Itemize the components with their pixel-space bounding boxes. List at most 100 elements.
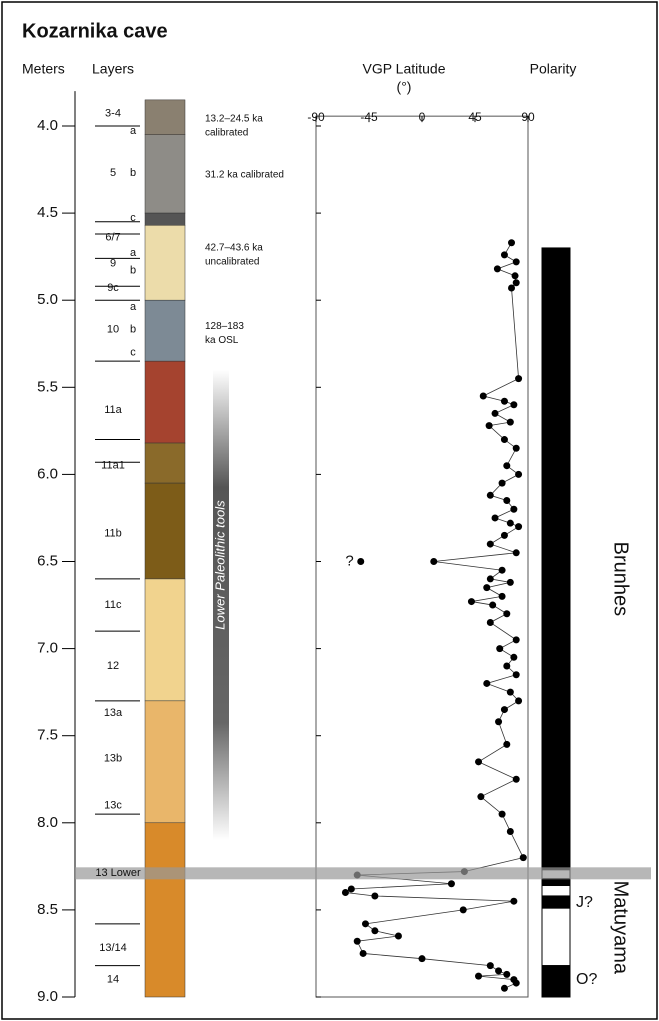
vgp-point <box>495 718 503 726</box>
x-tick-label: 45 <box>468 110 482 124</box>
title: Kozarnika cave <box>22 20 168 42</box>
vgp-point <box>477 793 485 801</box>
vgp-point <box>511 272 519 280</box>
vgp-point <box>510 505 518 513</box>
vgp-point <box>394 932 402 940</box>
layer-label: b <box>130 264 136 276</box>
vgp-point <box>512 279 520 287</box>
layer-label: c <box>130 212 136 224</box>
polarity-zone <box>541 907 571 967</box>
x-tick-label: -45 <box>360 110 378 124</box>
vgp-line <box>344 242 524 989</box>
layer-block <box>144 225 186 301</box>
layer-label: b <box>130 167 136 179</box>
vgp-point <box>515 375 523 383</box>
layer-block <box>144 99 186 135</box>
vgp-point <box>498 566 506 574</box>
vgp-point <box>491 514 499 522</box>
layer-block <box>144 822 186 998</box>
layer-block <box>144 700 186 824</box>
vgp-point <box>447 880 455 888</box>
vgp-point <box>486 491 494 499</box>
y-tick-label: 4.5 <box>37 204 58 221</box>
vgp-point <box>418 955 426 963</box>
layer-label: 11b <box>104 528 122 540</box>
date-label: calibrated <box>205 128 248 139</box>
layer-label: 9 <box>110 258 116 270</box>
date-label: 128–183 <box>205 321 244 332</box>
vgp-point <box>475 758 483 766</box>
date-label: uncalibrated <box>205 257 259 268</box>
vgp-point <box>498 479 506 487</box>
y-tick-label: 8.0 <box>37 814 58 831</box>
vgp-point <box>483 679 491 687</box>
vgp-point <box>506 519 514 527</box>
vgp-point <box>512 549 520 557</box>
layer-label: a <box>130 247 137 259</box>
vgp-unit: (°) <box>397 79 412 95</box>
chron-label: O? <box>576 971 597 988</box>
vgp-point <box>491 409 499 417</box>
date-label: 42.7–43.6 ka <box>205 243 263 254</box>
chron-label: Brunhes <box>610 542 632 617</box>
date-label: ka OSL <box>205 335 239 346</box>
vgp-point <box>506 828 514 836</box>
layer-block <box>144 360 186 444</box>
layer-block <box>144 212 186 226</box>
chron-label: Matuyama <box>610 881 632 975</box>
vgp-point <box>359 949 367 957</box>
vgp-outlier <box>357 558 365 565</box>
vgp-point <box>512 258 520 266</box>
vgp-point <box>503 740 511 748</box>
date-label: 31.2 ka calibrated <box>205 169 284 180</box>
vgp-point <box>503 462 511 470</box>
vgp-point <box>503 662 511 670</box>
layer-block <box>144 299 186 362</box>
x-tick-label: -90 <box>307 110 325 124</box>
vgp-point <box>512 775 520 783</box>
date-label: 13.2–24.5 ka <box>205 114 263 125</box>
layer-label: a <box>130 125 137 137</box>
vgp-point <box>486 618 494 626</box>
layer-label: 14 <box>107 973 119 985</box>
vgp-point <box>361 920 369 928</box>
vgp-point <box>479 392 487 400</box>
layer-label: 12 <box>107 660 119 672</box>
vgp-point <box>498 810 506 818</box>
vgp-point <box>512 444 520 452</box>
vgp-point <box>459 906 467 914</box>
y-tick-label: 7.0 <box>37 640 58 657</box>
layer-label: 13a <box>104 707 123 719</box>
vgp-point <box>508 284 516 292</box>
vgp-point <box>467 598 475 606</box>
vgp-point <box>515 470 523 478</box>
chron-label: J? <box>576 894 593 911</box>
layer-label: 13b <box>104 752 122 764</box>
vgp-point <box>500 984 508 992</box>
y-tick-label: 6.0 <box>37 465 58 482</box>
layer-label: c <box>130 346 136 358</box>
vgp-point <box>503 970 511 978</box>
vgp-point <box>515 697 523 705</box>
marker-band <box>75 867 651 880</box>
layer-block <box>144 442 186 484</box>
vgp-point <box>506 418 514 426</box>
y-tick-label: 4.0 <box>37 117 58 134</box>
vgp-point <box>347 885 355 893</box>
tools-bar <box>213 369 229 841</box>
vgp-point <box>506 688 514 696</box>
vgp-point <box>500 397 508 405</box>
vgp-point <box>496 645 504 653</box>
layer-label: 9c <box>107 282 119 294</box>
vgp-point <box>483 584 491 592</box>
y-tick-label: 9.0 <box>37 988 58 1005</box>
layer-label: 11c <box>105 599 122 611</box>
vgp-point <box>353 937 361 945</box>
polarity-zone <box>541 965 571 998</box>
vgp-point <box>341 888 349 896</box>
tools-label: Lower Paleolithic tools <box>212 500 227 630</box>
vgp-point <box>503 497 511 505</box>
